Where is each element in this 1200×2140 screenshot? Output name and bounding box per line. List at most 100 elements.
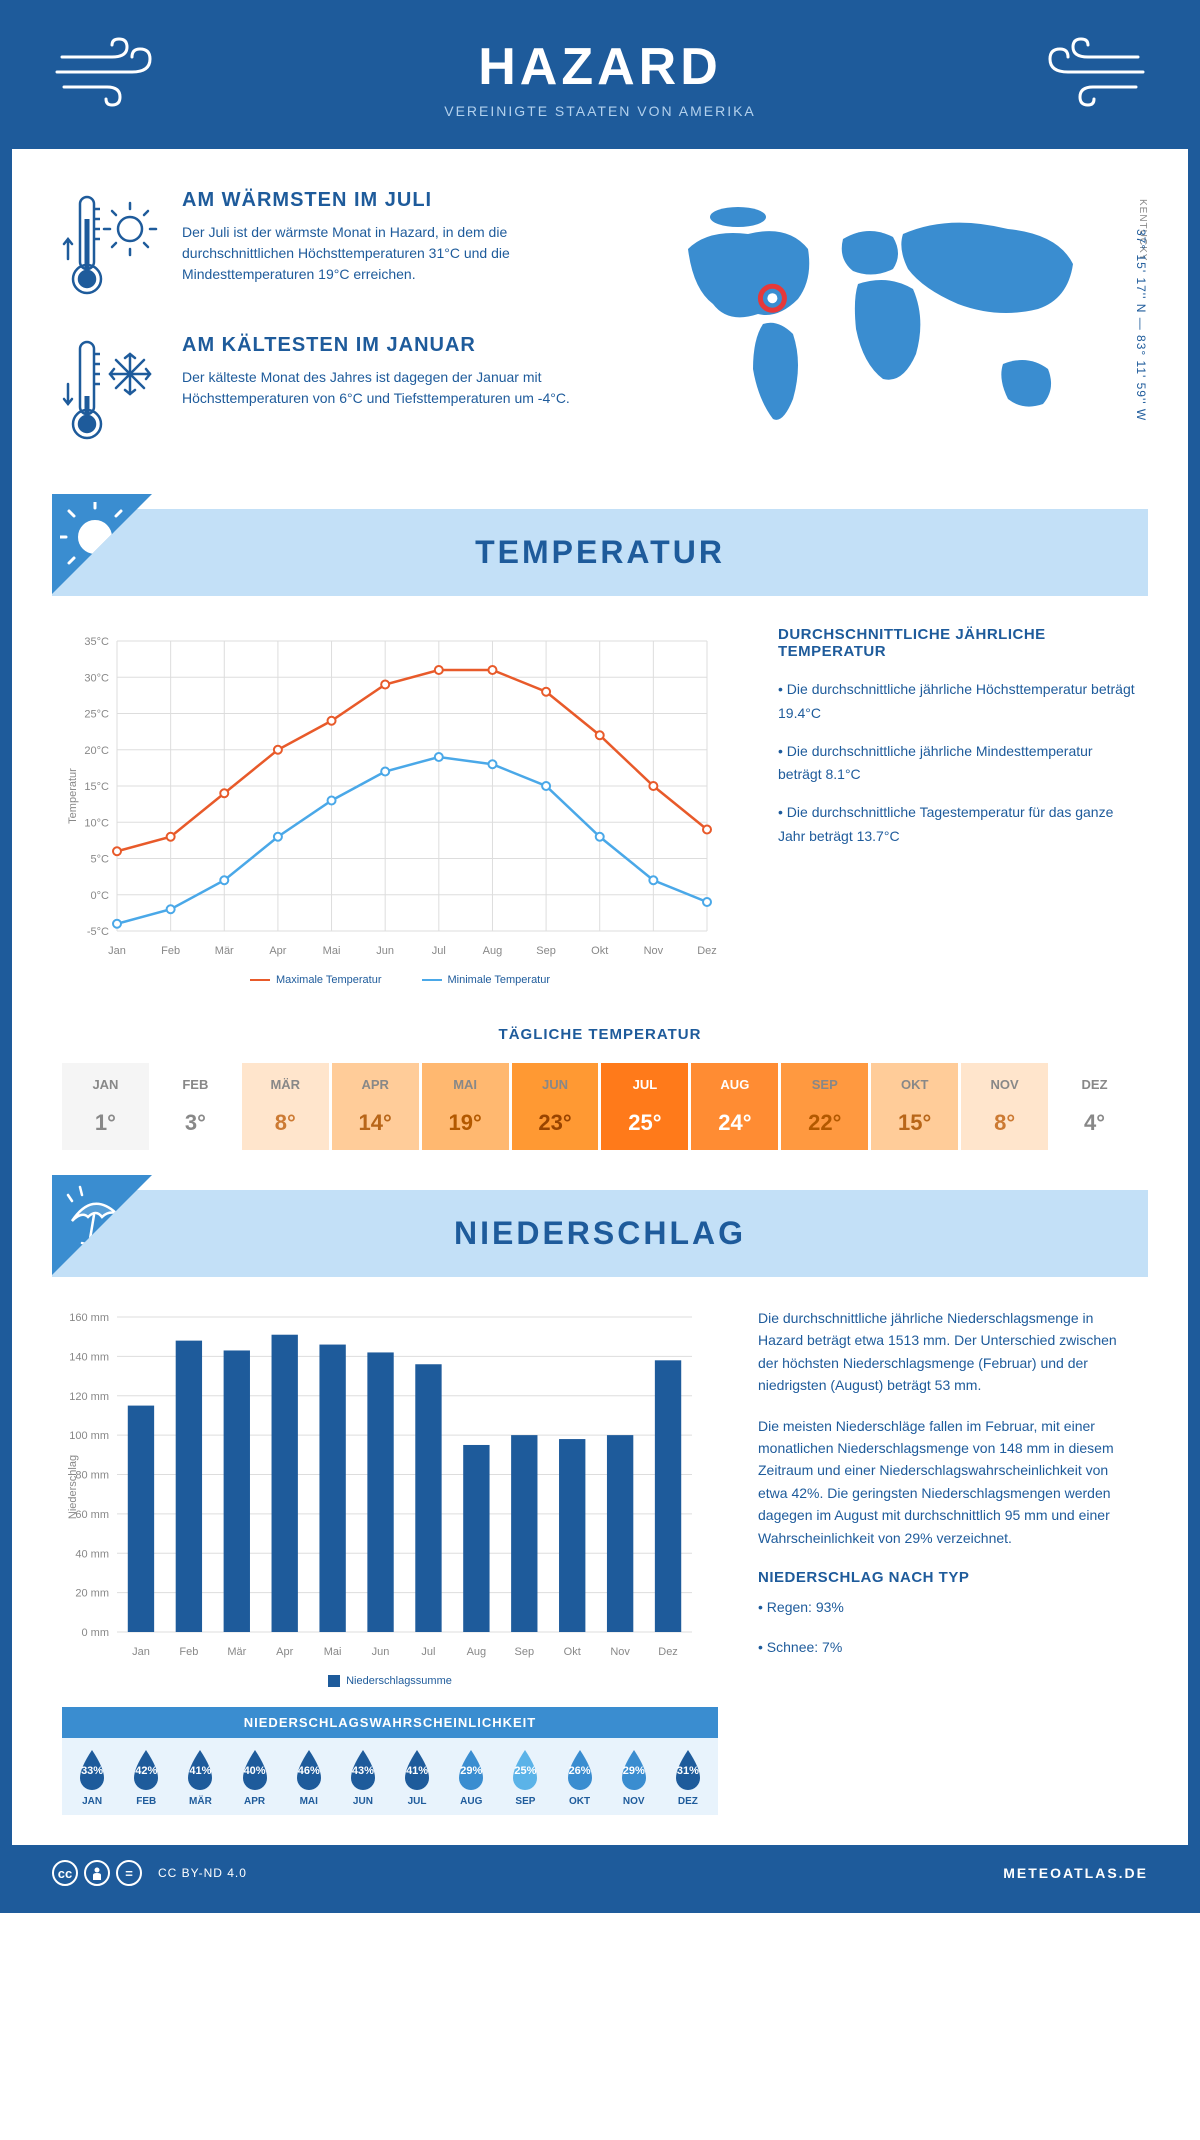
precipitation-legend: Niederschlagssumme bbox=[62, 1675, 718, 1687]
temp-cell: OKT15° bbox=[871, 1063, 958, 1150]
daily-temp-heading: TÄGLICHE TEMPERATUR bbox=[62, 1026, 1138, 1043]
legend-precip-label: Niederschlagssumme bbox=[346, 1675, 452, 1687]
coldest-heading: AM KÄLTESTEN IM JANUAR bbox=[182, 334, 618, 357]
page-header: HAZARD VEREINIGTE STAATEN VON AMERIKA bbox=[12, 12, 1188, 149]
svg-text:Feb: Feb bbox=[161, 945, 180, 957]
probability-cell: 29%NOV bbox=[608, 1748, 660, 1807]
location-subtitle: VEREINIGTE STAATEN VON AMERIKA bbox=[52, 103, 1148, 119]
precip-type-heading: NIEDERSCHLAG NACH TYP bbox=[758, 1569, 1138, 1586]
svg-text:Apr: Apr bbox=[269, 945, 286, 957]
daily-temperature-table: TÄGLICHE TEMPERATUR JAN1°FEB3°MÄR8°APR14… bbox=[12, 1016, 1188, 1190]
svg-text:Sep: Sep bbox=[536, 945, 556, 957]
temperature-line-chart: -5°C0°C5°C10°C15°C20°C25°C30°C35°CJanFeb… bbox=[62, 626, 738, 986]
thermometer-hot-icon bbox=[62, 189, 162, 304]
warmest-block: AM WÄRMSTEN IM JULI Der Juli ist der wär… bbox=[62, 189, 618, 304]
precipitation-text-column: Die durchschnittliche jährliche Niedersc… bbox=[758, 1307, 1138, 1815]
svg-text:60 mm: 60 mm bbox=[75, 1509, 109, 1521]
probability-cell: 41%MÄR bbox=[174, 1748, 226, 1807]
svg-text:Dez: Dez bbox=[658, 1646, 678, 1658]
probability-panel: NIEDERSCHLAGSWAHRSCHEINLICHKEIT 33%JAN42… bbox=[62, 1707, 718, 1815]
temperature-section-header: TEMPERATUR bbox=[52, 509, 1148, 596]
by-icon bbox=[84, 1860, 110, 1886]
world-map bbox=[658, 189, 1098, 449]
temp-cell: AUG24° bbox=[691, 1063, 778, 1150]
warmest-heading: AM WÄRMSTEN IM JULI bbox=[182, 189, 618, 212]
svg-text:20°C: 20°C bbox=[84, 745, 109, 757]
probability-cell: 40%APR bbox=[229, 1748, 281, 1807]
precip-text-2: Die meisten Niederschläge fallen im Febr… bbox=[758, 1415, 1138, 1549]
map-column: KENTUCKY 37° 15' 17'' N — 83° 11' 59'' W bbox=[658, 189, 1138, 479]
coldest-text: AM KÄLTESTEN IM JANUAR Der kälteste Mona… bbox=[182, 334, 618, 449]
svg-text:Nov: Nov bbox=[644, 945, 664, 957]
temp-cell: MAI19° bbox=[422, 1063, 509, 1150]
precip-text-1: Die durchschnittliche jährliche Niedersc… bbox=[758, 1307, 1138, 1397]
svg-text:Jun: Jun bbox=[372, 1646, 390, 1658]
svg-text:15°C: 15°C bbox=[84, 781, 109, 793]
svg-text:Temperatur: Temperatur bbox=[67, 768, 79, 824]
probability-cell: 46%MAI bbox=[283, 1748, 335, 1807]
probability-cell: 31%DEZ bbox=[662, 1748, 714, 1807]
temp-bullet-1: • Die durchschnittliche jährliche Höchst… bbox=[778, 678, 1138, 726]
precip-rain: • Regen: 93% bbox=[758, 1596, 1138, 1618]
precipitation-left-column: 0 mm20 mm40 mm60 mm80 mm100 mm120 mm140 … bbox=[62, 1307, 718, 1815]
svg-text:Apr: Apr bbox=[276, 1646, 293, 1658]
probability-cell: 42%FEB bbox=[120, 1748, 172, 1807]
svg-text:0°C: 0°C bbox=[91, 890, 110, 902]
svg-text:Okt: Okt bbox=[591, 945, 608, 957]
svg-text:40 mm: 40 mm bbox=[75, 1548, 109, 1560]
svg-text:Aug: Aug bbox=[483, 945, 503, 957]
temp-bullet-2: • Die durchschnittliche jährliche Mindes… bbox=[778, 740, 1138, 788]
legend-min-label: Minimale Temperatur bbox=[448, 974, 551, 986]
svg-text:120 mm: 120 mm bbox=[69, 1391, 109, 1403]
svg-text:Mai: Mai bbox=[323, 945, 341, 957]
page-footer: cc = CC BY-ND 4.0 METEOATLAS.DE bbox=[12, 1845, 1188, 1901]
precipitation-section: 0 mm20 mm40 mm60 mm80 mm100 mm120 mm140 … bbox=[12, 1277, 1188, 1845]
intro-section: AM WÄRMSTEN IM JULI Der Juli ist der wär… bbox=[12, 149, 1188, 509]
temperature-section: -5°C0°C5°C10°C15°C20°C25°C30°C35°CJanFeb… bbox=[12, 596, 1188, 1016]
temp-cell: JUN23° bbox=[512, 1063, 599, 1150]
svg-text:Jun: Jun bbox=[376, 945, 394, 957]
svg-text:Feb: Feb bbox=[179, 1646, 198, 1658]
temp-cell: MÄR8° bbox=[242, 1063, 329, 1150]
temperature-title: TEMPERATUR bbox=[52, 534, 1148, 571]
probability-heading: NIEDERSCHLAGSWAHRSCHEINLICHKEIT bbox=[62, 1707, 718, 1738]
precipitation-section-header: NIEDERSCHLAG bbox=[52, 1190, 1148, 1277]
svg-text:Jan: Jan bbox=[132, 1646, 150, 1658]
svg-text:140 mm: 140 mm bbox=[69, 1351, 109, 1363]
svg-text:Jul: Jul bbox=[432, 945, 446, 957]
svg-text:35°C: 35°C bbox=[84, 636, 109, 648]
svg-text:Nov: Nov bbox=[610, 1646, 630, 1658]
temp-cell: DEZ4° bbox=[1051, 1063, 1138, 1150]
precipitation-bar-chart: 0 mm20 mm40 mm60 mm80 mm100 mm120 mm140 … bbox=[62, 1307, 702, 1667]
location-title: HAZARD bbox=[52, 37, 1148, 97]
coldest-description: Der kälteste Monat des Jahres ist dagege… bbox=[182, 367, 618, 409]
svg-text:Aug: Aug bbox=[467, 1646, 487, 1658]
temp-cell: JUL25° bbox=[601, 1063, 688, 1150]
cc-icon: cc bbox=[52, 1860, 78, 1886]
probability-cell: 43%JUN bbox=[337, 1748, 389, 1807]
legend-precip-sum: Niederschlagssumme bbox=[328, 1675, 452, 1687]
legend-min: Minimale Temperatur bbox=[422, 974, 551, 986]
nd-icon: = bbox=[116, 1860, 142, 1886]
svg-text:Mai: Mai bbox=[324, 1646, 342, 1658]
svg-text:10°C: 10°C bbox=[84, 817, 109, 829]
temp-cell: FEB3° bbox=[152, 1063, 239, 1150]
warmest-text: AM WÄRMSTEN IM JULI Der Juli ist der wär… bbox=[182, 189, 618, 304]
temperature-info: DURCHSCHNITTLICHE JÄHRLICHE TEMPERATUR •… bbox=[778, 626, 1138, 986]
svg-text:Okt: Okt bbox=[564, 1646, 581, 1658]
wind-icon bbox=[52, 37, 172, 112]
svg-text:100 mm: 100 mm bbox=[69, 1430, 109, 1442]
probability-cell: 25%SEP bbox=[499, 1748, 551, 1807]
wind-icon bbox=[1028, 37, 1148, 112]
temperature-legend: Maximale Temperatur Minimale Temperatur bbox=[62, 974, 738, 986]
svg-text:Jul: Jul bbox=[421, 1646, 435, 1658]
coldest-block: AM KÄLTESTEN IM JANUAR Der kälteste Mona… bbox=[62, 334, 618, 449]
svg-text:Jan: Jan bbox=[108, 945, 126, 957]
svg-text:Mär: Mär bbox=[215, 945, 234, 957]
license-block: cc = CC BY-ND 4.0 bbox=[52, 1860, 247, 1886]
coordinates: 37° 15' 17'' N — 83° 11' 59'' W bbox=[1134, 229, 1148, 421]
temp-bullet-3: • Die durchschnittliche Tagestemperatur … bbox=[778, 801, 1138, 849]
svg-text:Mär: Mär bbox=[227, 1646, 246, 1658]
svg-text:Niederschlag: Niederschlag bbox=[67, 1455, 79, 1519]
probability-cell: 33%JAN bbox=[66, 1748, 118, 1807]
